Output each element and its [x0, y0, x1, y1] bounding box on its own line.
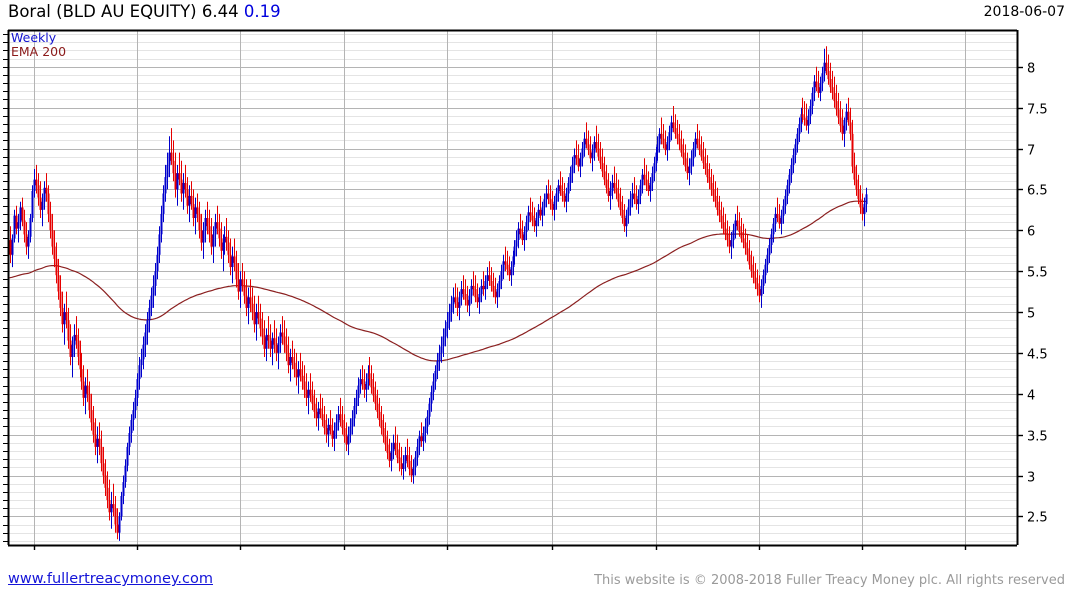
site-url-link[interactable]: www.fullertreacymoney.com	[8, 571, 213, 587]
grid-vertical-years	[34, 30, 966, 545]
y-axis-tick-label: 6.5	[1027, 184, 1048, 199]
y-axis-tick-label: 6	[1027, 225, 1035, 240]
price-chart-svg[interactable]: 2.5 3 3.5 4 4.5 5 5.5 6 6.5 7 7.5 8 2009201020112012…	[0, 28, 1075, 550]
y-axis-tick-label: 2.5	[1027, 511, 1048, 526]
plot-border	[7, 29, 1019, 547]
copyright-notice: This website is © 2008-2018 Fuller Treac…	[594, 573, 1065, 588]
x-axis: 2009201020112012201320142015201620172018	[33, 545, 967, 550]
last-price: 6.44	[201, 2, 239, 21]
y-axis-tick-label: 5.5	[1027, 266, 1048, 281]
y-axis-tick-label: 3.5	[1027, 430, 1048, 445]
price-change: 0.19	[243, 2, 281, 21]
candlestick-series	[7, 46, 868, 541]
y-axis: 2.5 3 3.5 4 4.5 5 5.5 6 6.5 7 7.5 8	[3, 34, 1048, 542]
y-axis-tick-label: 4	[1027, 389, 1035, 404]
chart-footer: www.fullertreacymoney.com This website i…	[0, 568, 1075, 600]
y-axis-tick-label: 5	[1027, 307, 1035, 322]
instrument-name: Boral (BLD AU EQUITY)	[8, 2, 197, 21]
chart-header: Boral (BLD AU EQUITY) 6.44 0.19 2018-06-…	[0, 0, 1075, 28]
quote-date: 2018-06-07	[983, 4, 1065, 20]
chart-plot-area[interactable]: 2.5 3 3.5 4 4.5 5 5.5 6 6.5 7 7.5 8 2009201020112012…	[0, 28, 1075, 550]
y-axis-tick-label: 4.5	[1027, 348, 1048, 363]
y-axis-tick-label: 7.5	[1027, 103, 1048, 118]
y-axis-tick-label: 7	[1027, 144, 1035, 159]
y-axis-tick-label: 8	[1027, 62, 1035, 77]
y-axis-tick-label: 3	[1027, 471, 1035, 486]
page-title: Boral (BLD AU EQUITY) 6.44 0.19	[8, 2, 281, 21]
